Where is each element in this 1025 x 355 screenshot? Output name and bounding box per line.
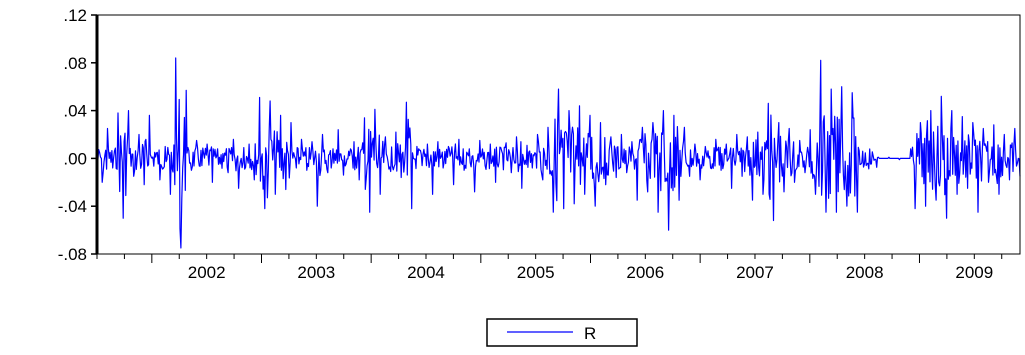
x-tick-label: 2002 [188,263,226,282]
plot-area [96,57,1021,249]
y-tick-label: -.04 [58,197,87,216]
y-tick-label: -.08 [58,245,87,264]
plot-frame [96,14,1021,255]
y-tick-label: .12 [63,6,87,25]
y-tick-label: .08 [63,54,87,73]
axes: .12 .08 .04 .00 -.04 -.08 2002 2003 2004 2005 2006… [58,6,1021,282]
series-line-R [96,57,1021,249]
legend-label: R [584,324,596,343]
x-tick-label: 2007 [736,263,774,282]
x-tick-label: 2008 [846,263,884,282]
x-tick-label: 2006 [626,263,664,282]
x-tick-label: 2003 [297,263,335,282]
x-tick-label: 2009 [955,263,993,282]
y-tick-label: .04 [63,102,87,121]
legend: R [486,318,638,347]
x-tick-label: 2004 [407,263,445,282]
y-tick-label: .00 [63,149,87,168]
x-tick-label: 2005 [517,263,555,282]
